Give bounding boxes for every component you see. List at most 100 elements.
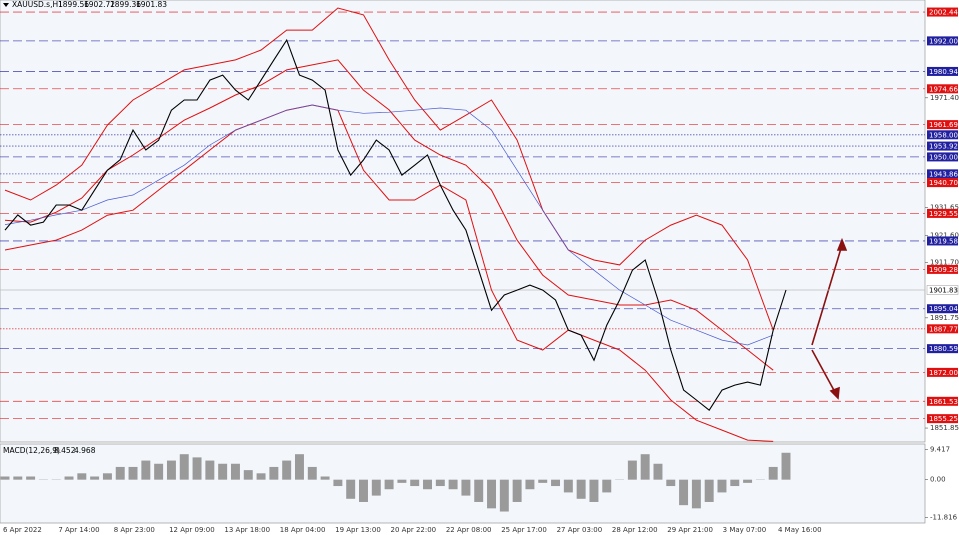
level-label: 1943.86 (929, 170, 958, 178)
level-badge (927, 208, 958, 218)
level-label: 1950.00 (929, 153, 958, 161)
arrow-head (829, 386, 840, 400)
macd-bar (743, 479, 753, 483)
macd-bar (218, 463, 228, 480)
x-tick-label: 7 Apr 14:00 (58, 526, 99, 534)
x-tick-label: 12 Apr 09:00 (169, 526, 215, 534)
macd-bar (730, 479, 740, 487)
macd-bar (653, 463, 663, 480)
macd-bar (448, 479, 458, 490)
macd-bar (781, 452, 791, 480)
macd-bar (371, 479, 381, 496)
x-tick-label: 4 May 16:00 (778, 526, 822, 534)
level-badge (927, 130, 958, 140)
macd-bar (90, 476, 100, 480)
indicator-line (4, 104, 774, 346)
macd-bar (128, 466, 138, 480)
macd-bar (307, 466, 317, 480)
macd-bar (294, 454, 304, 480)
level-label: 1887.77 (929, 325, 958, 333)
level-label: 1929.55 (929, 210, 958, 218)
x-tick-label: 18 Apr 04:00 (280, 526, 326, 534)
ohlc-high: 1902.72 (84, 0, 115, 9)
macd-bar (256, 473, 266, 480)
macd-y-tick-label: -11.816 (930, 513, 958, 521)
level-label: 1961.69 (929, 121, 958, 129)
level-label: 1919.58 (929, 237, 958, 245)
macd-bar (768, 466, 778, 480)
x-tick-label: 13 Apr 18:00 (224, 526, 270, 534)
macd-bar (166, 460, 176, 480)
symbol-menu-icon[interactable] (3, 3, 9, 7)
macd-bar (589, 479, 599, 502)
macd-bar (154, 463, 164, 480)
macd-main: 8.452 (54, 446, 76, 455)
level-badge (927, 152, 958, 162)
macd-bar (397, 479, 407, 483)
ohlc-open: 1899.56 (58, 0, 89, 9)
symbol: XAUUSD.s,H1 (12, 0, 63, 9)
macd-bar (576, 479, 586, 499)
macd-bar (410, 479, 420, 487)
macd-bar (77, 473, 87, 480)
macd-bar (282, 460, 292, 480)
x-tick-label: 27 Apr 03:00 (557, 526, 603, 534)
x-tick-label: 22 Apr 08:00 (446, 526, 492, 534)
macd-bar (717, 479, 727, 493)
macd-bar (346, 479, 356, 499)
macd-bar (640, 454, 650, 480)
level-label: 1974.66 (929, 85, 958, 93)
level-badge (927, 414, 958, 424)
level-badge (927, 169, 958, 179)
macd-bar (512, 479, 522, 502)
macd-bar (0, 476, 10, 480)
macd-bar (141, 460, 151, 480)
level-label: 1861.53 (929, 398, 958, 406)
level-badge (926, 285, 959, 295)
y-tick-label: 1891.75 (930, 314, 959, 322)
x-tick-label: 29 Apr 21:00 (667, 526, 713, 534)
macd-y-tick-label: 9.417 (930, 446, 950, 454)
macd-bar (384, 479, 394, 490)
x-tick-label: 19 Apr 13:00 (335, 526, 381, 534)
level-badge (927, 264, 958, 274)
macd-bar (551, 479, 561, 487)
level-label: 1940.70 (929, 179, 958, 187)
level-badge (927, 324, 958, 334)
macd-bar (320, 476, 330, 480)
level-label: 1855.25 (929, 415, 958, 423)
level-badge (927, 120, 958, 130)
level-badge (927, 304, 958, 314)
level-label: 2002.44 (929, 9, 958, 17)
level-label: 1895.04 (929, 305, 958, 313)
macd-bar (333, 479, 343, 487)
level-label: 1953.92 (929, 143, 958, 151)
x-tick-label: 6 Apr 2022 (3, 526, 42, 534)
macd-bar (538, 479, 548, 483)
macd-y-tick-label: 0.00 (930, 476, 946, 484)
macd-bar (359, 479, 368, 502)
macd-bar (563, 479, 573, 493)
ohlc-close: 1901.83 (136, 0, 167, 9)
macd-bar (679, 479, 689, 506)
x-tick-label: 20 Apr 22:00 (391, 526, 437, 534)
macd-label: MACD(12,26,9) (3, 446, 60, 455)
y-tick-label: 1931.65 (930, 204, 959, 212)
macd-bar (269, 466, 279, 480)
level-label: 1872.00 (929, 369, 958, 377)
level-label: 1980.94 (929, 68, 958, 76)
level-badge (927, 141, 958, 151)
macd-bar (474, 479, 484, 502)
macd-bar (487, 479, 497, 509)
macd-bar (499, 479, 509, 512)
level-label: 1992.00 (929, 37, 958, 45)
y-tick-label: 1921.60 (930, 231, 959, 239)
x-tick-label: 28 Apr 12:00 (612, 526, 658, 534)
macd-bar (602, 479, 612, 493)
macd-bar (627, 460, 637, 480)
x-tick-label: 3 May 07:00 (723, 526, 767, 534)
macd-bar (64, 476, 74, 480)
macd-signal: 4.968 (74, 446, 96, 455)
level-badge (927, 7, 958, 17)
